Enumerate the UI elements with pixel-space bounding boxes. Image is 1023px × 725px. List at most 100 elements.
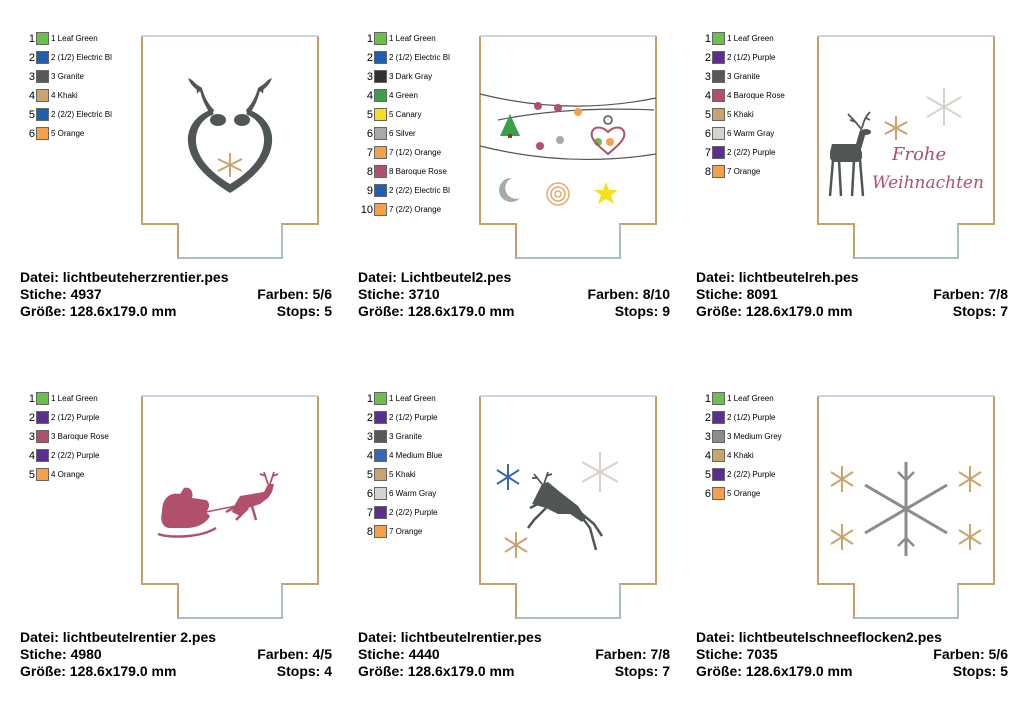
color-swatch: [712, 108, 725, 121]
color-swatch: [36, 430, 49, 443]
design-preview[interactable]: [478, 28, 658, 268]
snowflake-icon: [884, 116, 908, 140]
color-swatch: [36, 392, 49, 405]
color-swatch: [36, 32, 49, 45]
stitch-count: Stiche: 3710: [358, 286, 440, 302]
color-swatch: [712, 430, 725, 443]
stop-count: Stops: 9: [614, 303, 670, 319]
design-preview[interactable]: [140, 388, 320, 628]
color-swatch: [712, 165, 725, 178]
stitch-count: Stiche: 4980: [20, 646, 102, 662]
color-swatch: [374, 127, 387, 140]
color-swatch: [712, 51, 725, 64]
color-swatch: [712, 468, 725, 481]
heart-ornament-icon: [590, 126, 626, 156]
embroidery-preview: Frohe Weihnachten: [817, 35, 995, 259]
christmas-tree-icon: [500, 114, 520, 138]
color-swatch: [374, 392, 387, 405]
snowflake-icon: [830, 466, 854, 492]
stop-count: Stops: 7: [952, 303, 1008, 319]
snowflake-icon: [217, 153, 243, 177]
garland-strings: [479, 93, 657, 161]
color-swatch: [712, 32, 725, 45]
file-name: Datei: lichtbeutelrentier 2.pes: [20, 629, 217, 645]
bauble-icon: [554, 104, 562, 112]
design-preview[interactable]: [140, 28, 320, 268]
color-swatch: [374, 32, 387, 45]
file-name: Datei: lichtbeutelschneeflocken2.pes: [696, 629, 942, 645]
color-swatch: [36, 51, 49, 64]
color-swatch: [374, 430, 387, 443]
bauble-icon: [606, 138, 614, 146]
snowflake-icon: [581, 452, 619, 492]
color-swatch: [374, 449, 387, 462]
color-swatch: [712, 449, 725, 462]
color-swatch: [374, 203, 387, 216]
file-name: Datei: lichtbeuteherzrentier.pes: [20, 269, 229, 285]
design-preview[interactable]: Frohe Weihnachten: [816, 28, 996, 268]
leaping-reindeer-icon: [527, 471, 604, 551]
hook-icon: [603, 115, 613, 125]
stitch-count: Stiche: 4440: [358, 646, 440, 662]
color-swatch: [374, 468, 387, 481]
embroidery-preview: [141, 35, 319, 259]
file-name: Datei: lichtbeutelreh.pes: [696, 269, 859, 285]
color-swatch: [374, 525, 387, 538]
design-size: Größe: 128.6x179.0 mm: [20, 303, 177, 319]
stitch-count: Stiche: 7035: [696, 646, 778, 662]
color-swatch: [36, 468, 49, 481]
bauble-icon: [556, 136, 564, 144]
file-name: Datei: lichtbeutelrentier.pes: [358, 629, 542, 645]
color-swatch: [374, 506, 387, 519]
color-count: Farben: 7/8: [595, 646, 670, 662]
greeting-text: Frohe: [891, 144, 946, 165]
moon-icon: [499, 177, 520, 202]
design-size: Größe: 128.6x179.0 mm: [696, 303, 853, 319]
color-swatch: [36, 127, 49, 140]
design-info: Datei: lichtbeutelreh.pes Stiche: 8091 Fa…: [696, 269, 1008, 320]
color-count: Farben: 5/6: [257, 286, 332, 302]
color-count: Farben: 8/10: [587, 286, 670, 302]
color-swatch: [374, 411, 387, 424]
design-preview[interactable]: [816, 388, 996, 628]
design-size: Größe: 128.6x179.0 mm: [20, 663, 177, 679]
stop-count: Stops: 5: [952, 663, 1008, 679]
design-info: Datei: lichtbeutelschneeflocken2.pes Sti…: [696, 629, 1008, 680]
design-info: Datei: lichtbeutelrentier.pes Stiche: 44…: [358, 629, 670, 680]
stop-count: Stops: 7: [614, 663, 670, 679]
design-preview[interactable]: [478, 388, 658, 628]
color-swatch: [374, 70, 387, 83]
design-size: Größe: 128.6x179.0 mm: [358, 303, 515, 319]
stitch-count: Stiche: 4937: [20, 286, 102, 302]
color-swatch: [36, 411, 49, 424]
